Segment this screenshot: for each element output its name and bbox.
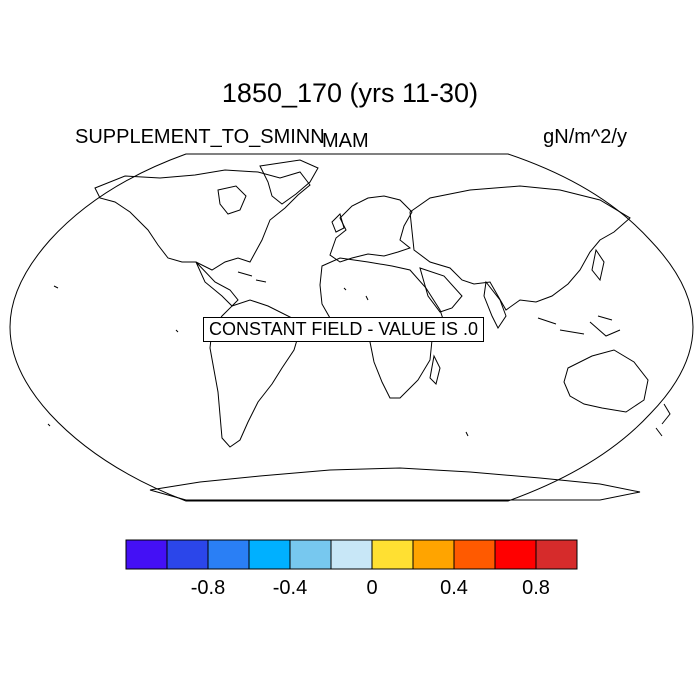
coast-new-zealand — [655, 403, 671, 437]
coast-arabia — [419, 267, 463, 313]
map-boundary — [9, 153, 694, 502]
constant-field-message: CONSTANT FIELD - VALUE IS .0 — [203, 317, 485, 342]
colorbar-box — [330, 539, 373, 570]
colorbar-box — [494, 539, 537, 570]
coastlines — [47, 159, 671, 501]
coast-hudson-bay — [217, 185, 247, 215]
variable-label: SUPPLEMENT_TO_SMINN — [75, 126, 325, 148]
coast-india — [483, 280, 507, 329]
colorbar-box — [248, 539, 291, 570]
coast-greenland — [259, 159, 319, 205]
colorbar-tick-label: 0 — [366, 577, 377, 599]
colorbar-tick-label: 0.4 — [440, 577, 468, 599]
coast-australia — [563, 349, 649, 413]
coast-small-islands — [47, 285, 469, 437]
colorbar-tick-label: 0.8 — [522, 577, 550, 599]
colorbar-box — [166, 539, 209, 570]
coast-antarctica — [149, 467, 641, 501]
colorbar-box — [125, 539, 168, 570]
coast-indonesia — [537, 315, 621, 337]
colorbar-box — [453, 539, 496, 570]
colorbar-box — [207, 539, 250, 570]
colorbar-box — [289, 539, 332, 570]
plot-title: 1850_170 (yrs 11-30) — [221, 78, 479, 108]
coast-north-america — [94, 169, 311, 271]
colorbar-tick-label: -0.8 — [191, 577, 225, 599]
coast-asia — [409, 185, 631, 311]
colorbar-box — [535, 539, 578, 570]
season-label: MAM — [322, 130, 369, 152]
coast-uk — [331, 213, 345, 233]
coast-japan — [591, 248, 605, 282]
coast-europe — [329, 195, 413, 263]
coast-central-america — [195, 261, 239, 307]
units-label: gN/m^2/y — [543, 126, 627, 148]
colorbar-tick-label: -0.4 — [273, 577, 307, 599]
colorbar-box — [412, 539, 455, 570]
coast-madagascar — [429, 354, 441, 385]
colorbar-box — [371, 539, 414, 570]
coast-caribbean — [237, 271, 267, 283]
